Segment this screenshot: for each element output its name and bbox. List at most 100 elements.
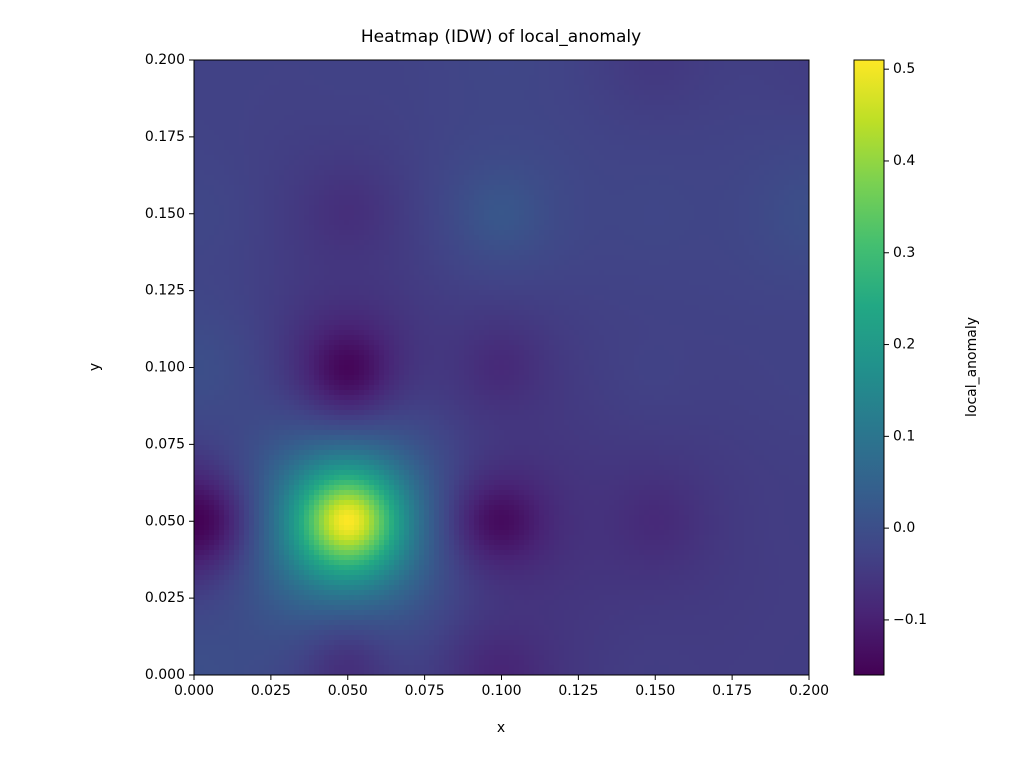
heat-cell (314, 270, 320, 276)
heat-cell (354, 360, 360, 366)
heat-cell (279, 355, 285, 361)
heat-cell (224, 640, 230, 646)
heat-cell (289, 590, 295, 596)
heat-cell (199, 125, 205, 131)
heat-cell (394, 115, 400, 121)
heat-cell (199, 625, 205, 631)
heat-cell (319, 165, 325, 171)
heat-cell (224, 260, 230, 266)
heat-cell (299, 555, 305, 561)
heat-cell (214, 170, 220, 176)
heat-cell (214, 430, 220, 436)
heat-cell (379, 555, 385, 561)
heat-cell (339, 385, 345, 391)
heat-cell (289, 240, 295, 246)
heat-cell (204, 500, 210, 506)
heat-cell (279, 430, 285, 436)
heat-cell (359, 315, 365, 321)
heat-cell (219, 350, 225, 356)
heat-cell (304, 470, 310, 476)
heat-cell (244, 510, 250, 516)
heat-cell (224, 130, 230, 136)
heat-cell (204, 630, 210, 636)
heat-cell (259, 130, 265, 136)
heat-cell (389, 200, 395, 206)
heat-cell (364, 270, 370, 276)
heat-cell (319, 220, 325, 226)
heat-cell (309, 615, 315, 621)
heat-cell (219, 365, 225, 371)
heat-cell (329, 275, 335, 281)
heat-cell (364, 230, 370, 236)
heat-cell (269, 650, 275, 656)
heat-cell (214, 585, 220, 591)
heat-cell (229, 190, 235, 196)
heat-cell (279, 305, 285, 311)
heat-cell (344, 190, 350, 196)
heat-cell (329, 635, 335, 641)
heat-cell (234, 510, 240, 516)
heat-cell (264, 150, 270, 156)
heat-cell (264, 490, 270, 496)
heat-cell (319, 90, 325, 96)
heat-cell (354, 605, 360, 611)
heat-cell (309, 500, 315, 506)
heat-cell (244, 340, 250, 346)
heat-cell (289, 430, 295, 436)
heat-cell (219, 405, 225, 411)
heat-cell (289, 630, 295, 636)
heat-cell (219, 535, 225, 541)
heat-cell (374, 315, 380, 321)
heat-cell (369, 395, 375, 401)
heat-cell (309, 595, 315, 601)
heat-cell (319, 550, 325, 556)
heat-cell (359, 235, 365, 241)
heat-cell (209, 480, 215, 486)
heat-cell (244, 275, 250, 281)
heat-cell (224, 255, 230, 261)
heat-cell (214, 260, 220, 266)
heat-cell (199, 250, 205, 256)
heat-cell (244, 585, 250, 591)
heat-cell (394, 345, 400, 351)
heat-cell (234, 350, 240, 356)
heat-cell (339, 250, 345, 256)
heat-cell (244, 580, 250, 586)
heat-cell (244, 570, 250, 576)
heat-cell (269, 310, 275, 316)
heat-cell (299, 435, 305, 441)
heat-cell (299, 195, 305, 201)
heat-cell (209, 300, 215, 306)
heat-cell (234, 305, 240, 311)
heat-cell (234, 645, 240, 651)
heat-cell (244, 370, 250, 376)
heat-cell (299, 340, 305, 346)
heat-cell (384, 160, 390, 166)
heat-cell (369, 280, 375, 286)
heat-cell (219, 475, 225, 481)
heat-cell (199, 425, 205, 431)
heat-cell (284, 115, 290, 121)
heat-cell (334, 195, 340, 201)
heat-cell (334, 320, 340, 326)
heat-cell (239, 385, 245, 391)
heat-cell (264, 190, 270, 196)
heat-cell (369, 95, 375, 101)
heat-cell (389, 510, 395, 516)
heat-cell (359, 230, 365, 236)
heat-cell (249, 595, 255, 601)
heat-cell (374, 275, 380, 281)
heat-cell (389, 250, 395, 256)
heat-cell (369, 670, 375, 676)
heat-cell (304, 165, 310, 171)
heat-cell (294, 245, 300, 251)
heat-cell (379, 140, 385, 146)
heat-cell (304, 340, 310, 346)
heat-cell (224, 315, 230, 321)
heat-cell (294, 585, 300, 591)
heat-cell (319, 655, 325, 661)
heat-cell (269, 655, 275, 661)
heat-cell (319, 515, 325, 521)
heat-cell (384, 575, 390, 581)
heat-cell (299, 580, 305, 586)
